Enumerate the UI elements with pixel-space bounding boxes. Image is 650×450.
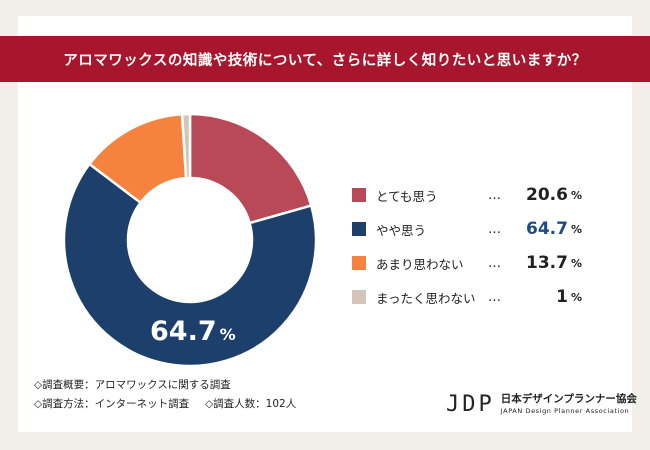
legend-label: まったく思わない [376, 290, 476, 306]
legend-value: 20.6 [526, 185, 568, 205]
legend-swatch [352, 256, 366, 270]
jdp-logo: JDP 日本デザインプランナー協会 JAPAN Design Planner A… [446, 393, 637, 417]
legend-swatch [352, 290, 366, 304]
legend-leader: … [487, 221, 501, 237]
legend-value: 1 [556, 287, 568, 307]
logo-mark: JDP [446, 392, 495, 417]
donut-slice-3 [180, 112, 192, 180]
logo-name-jp: 日本デザインプランナー協会 [500, 393, 637, 405]
survey-outline: ◇調査概要：アロマワックスに関する調査 [34, 379, 231, 391]
logo-name-en: JAPAN Design Planner Association [500, 407, 630, 415]
legend-item-0: とても思う … 20.6 % [352, 178, 582, 212]
legend-unit: % [570, 188, 582, 202]
survey-count: ◇調査人数：102人 [205, 398, 297, 410]
legend-item-1: やや思う … 64.7 % [352, 212, 582, 246]
legend-swatch [352, 222, 366, 236]
legend-unit: % [570, 290, 582, 304]
legend-label: とても思う [376, 188, 438, 204]
survey-method-row: ◇調査方法：インターネット調査 ◇調査人数：102人 [34, 395, 296, 414]
chart-title: アロマワックスの知識や技術について、さらに詳しく知りたいと思いますか？ [0, 36, 650, 82]
legend-label: やや思う [376, 222, 427, 238]
donut-slice-1 [62, 162, 318, 368]
survey-method: ◇調査方法：インターネット調査 [34, 398, 190, 410]
legend-item-2: あまり思わない … 13.7 % [352, 246, 582, 280]
legend-swatch [352, 188, 366, 202]
legend-leader: … [487, 289, 501, 305]
legend: とても思う … 20.6 % やや思う … 64.7 % あまり思わない … 1… [352, 178, 582, 314]
legend-item-3: まったく思わない … 1 % [352, 280, 582, 314]
logo-text: 日本デザインプランナー協会 JAPAN Design Planner Assoc… [501, 393, 637, 416]
legend-value: 64.7 [526, 219, 568, 239]
donut-highlight-label: 64.7% [150, 316, 236, 347]
legend-value: 13.7 [526, 253, 568, 273]
legend-leader: … [487, 187, 501, 203]
legend-label: あまり思わない [376, 256, 464, 272]
survey-notes: ◇調査概要：アロマワックスに関する調査 ◇調査方法：インターネット調査 ◇調査人数… [34, 376, 296, 414]
legend-leader: … [487, 255, 501, 271]
legend-unit: % [570, 256, 582, 270]
donut-slice-0 [188, 112, 313, 225]
legend-unit: % [570, 222, 582, 236]
